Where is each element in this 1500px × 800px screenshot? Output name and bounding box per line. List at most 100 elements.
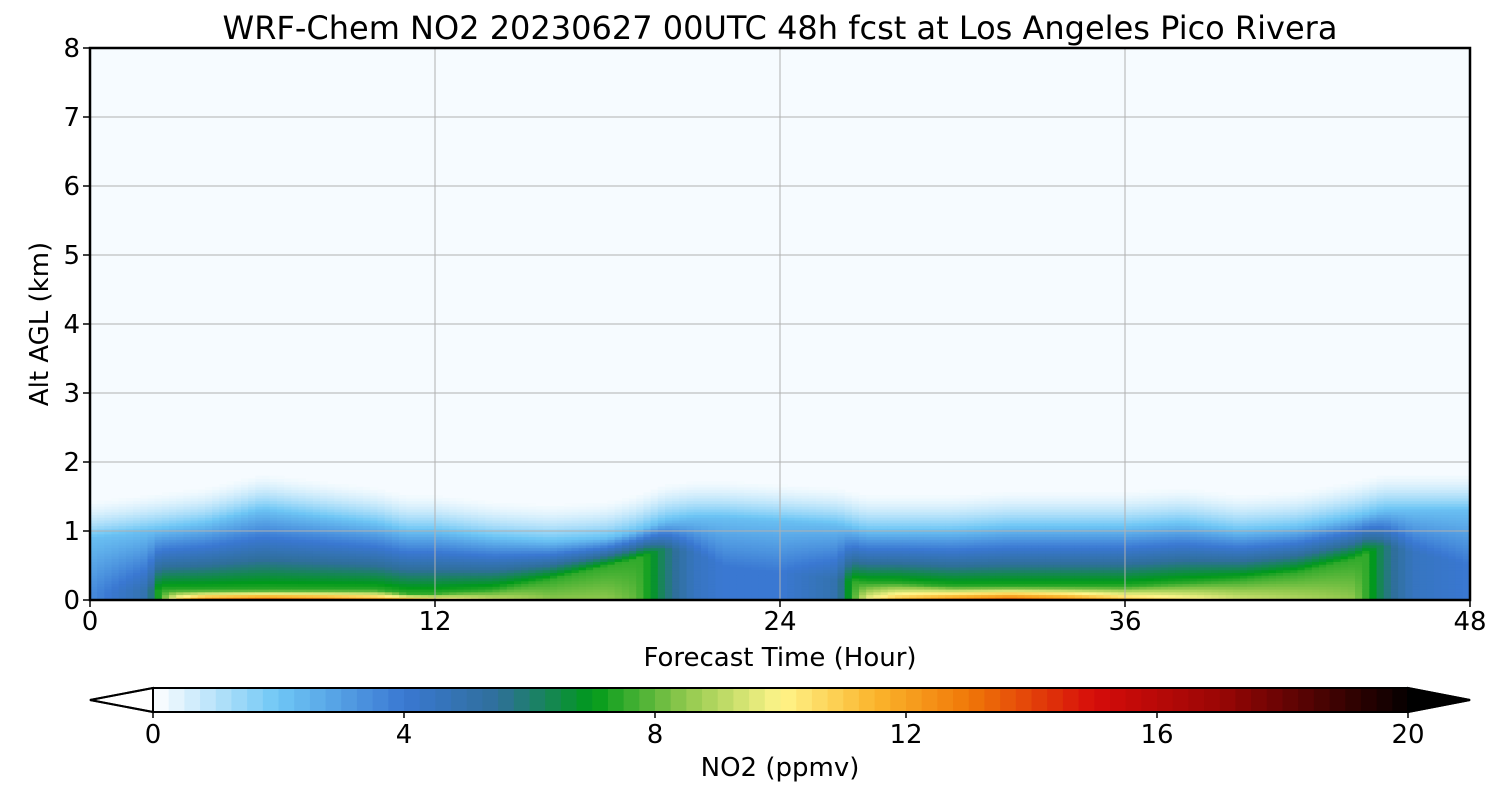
colorbar-segment: [1141, 688, 1158, 712]
colorbar-ticks: 0 4 8 12 16 20: [145, 712, 1425, 750]
colorbar-segment: [1109, 688, 1127, 712]
y-tick-label: 1: [63, 517, 80, 547]
colorbar-segment: [1298, 688, 1315, 712]
colorbar-segment: [1204, 688, 1221, 712]
colorbar-segment: [639, 688, 656, 712]
colorbar-segment: [1329, 688, 1346, 712]
colorbar-segment: [529, 688, 546, 712]
colorbar-extend-high: [1407, 686, 1471, 714]
colorbar-segment: [749, 688, 766, 712]
x-tick-label: 48: [1453, 607, 1486, 637]
colorbar-segment: [1282, 688, 1299, 712]
y-tick-label: 4: [63, 310, 80, 340]
colorbar-segment: [153, 688, 170, 712]
colorbar-segment: [325, 688, 342, 712]
colorbar-segment: [717, 688, 734, 712]
colorbar-segment: [356, 688, 374, 712]
colorbar-segment: [702, 688, 719, 712]
colorbar-segment: [1251, 688, 1268, 712]
y-tick-label: 0: [63, 586, 80, 616]
y-tick-label: 5: [63, 241, 80, 271]
colorbar-segment: [1031, 688, 1048, 712]
colorbar-segment: [372, 688, 389, 712]
colorbar-segment: [513, 688, 530, 712]
colorbar-segment: [686, 688, 703, 712]
colorbar-tick-label: 8: [647, 720, 664, 750]
colorbar-segment: [858, 688, 876, 712]
colorbar-segment: [482, 688, 499, 712]
chart-title: WRF-Chem NO2 20230627 00UTC 48h fcst at …: [223, 9, 1338, 47]
x-axis-ticks: 0 12 24 36 48: [82, 600, 1487, 637]
colorbar-segment: [435, 688, 452, 712]
colorbar-segment: [1313, 688, 1331, 712]
colorbar-segment: [1376, 688, 1393, 712]
colorbar-tick-label: 4: [396, 720, 413, 750]
colorbar-segment: [984, 688, 1001, 712]
colorbar-segment: [231, 688, 248, 712]
colorbar-tick-label: 16: [1140, 720, 1173, 750]
x-axis-label: Forecast Time (Hour): [643, 643, 916, 673]
colorbar-segment: [670, 688, 687, 712]
colorbar-segment: [592, 688, 609, 712]
colorbar-segment: [294, 688, 311, 712]
no2-concentration-field: [90, 475, 1470, 600]
y-axis-ticks: 0 1 2 3 4 5 6 7 8: [63, 34, 90, 616]
colorbar-segment: [623, 688, 640, 712]
colorbar-segment: [1392, 688, 1409, 712]
colorbar-label: NO2 (ppmv): [701, 753, 860, 783]
colorbar-segment: [262, 688, 279, 712]
colorbar-segment: [388, 688, 405, 712]
y-tick-label: 7: [63, 103, 80, 133]
colorbar-segment: [953, 688, 970, 712]
colorbar-segment: [1188, 688, 1205, 712]
colorbar-segment: [1266, 688, 1283, 712]
colorbar-segment: [1157, 688, 1174, 712]
colorbar-tick-label: 0: [145, 720, 162, 750]
colorbar-segment: [466, 688, 483, 712]
colorbar-segment: [843, 688, 860, 712]
colorbar-segment: [1047, 688, 1064, 712]
colorbar-segment: [827, 688, 844, 712]
y-tick-label: 3: [63, 379, 80, 409]
x-tick-label: 12: [418, 607, 451, 637]
colorbar-segment: [921, 688, 938, 712]
colorbar-tick-label: 12: [889, 720, 922, 750]
colorbar-segment: [780, 688, 797, 712]
colorbar-segment: [906, 688, 923, 712]
colorbar-segment: [607, 688, 625, 712]
y-tick-label: 8: [63, 34, 80, 64]
colorbar-segment: [247, 688, 264, 712]
colorbar-segment: [545, 688, 562, 712]
colorbar-segment: [811, 688, 829, 712]
colorbar-segment: [874, 688, 891, 712]
colorbar-segment: [309, 688, 327, 712]
colorbar-tick-label: 20: [1391, 720, 1424, 750]
colorbar-segment: [1172, 688, 1189, 712]
colorbar-segment: [451, 688, 468, 712]
colorbar-segment: [655, 688, 672, 712]
y-tick-label: 6: [63, 172, 80, 202]
colorbar-segment: [1125, 688, 1142, 712]
colorbar-segment: [184, 688, 201, 712]
grid-lines: [90, 48, 1470, 600]
colorbar-segment: [733, 688, 750, 712]
colorbar-segment: [341, 688, 358, 712]
colorbar-segment: [890, 688, 907, 712]
colorbar-segment: [1015, 688, 1032, 712]
colorbar-segment: [937, 688, 954, 712]
x-tick-label: 36: [1108, 607, 1141, 637]
colorbar-segment: [278, 688, 295, 712]
colorbar-segment: [1219, 688, 1236, 712]
colorbar-segment: [764, 688, 781, 712]
colorbar-segment: [1000, 688, 1017, 712]
x-tick-label: 24: [763, 607, 796, 637]
colorbar-segment: [168, 688, 185, 712]
y-tick-label: 2: [63, 448, 80, 478]
colorbar-segment: [1062, 688, 1080, 712]
colorbar-segment: [404, 688, 421, 712]
colorbar-segment: [576, 688, 593, 712]
colorbar-segment: [215, 688, 232, 712]
colorbar-segment: [560, 688, 578, 712]
colorbar-segment: [1345, 688, 1362, 712]
colorbar-segment: [1094, 688, 1111, 712]
